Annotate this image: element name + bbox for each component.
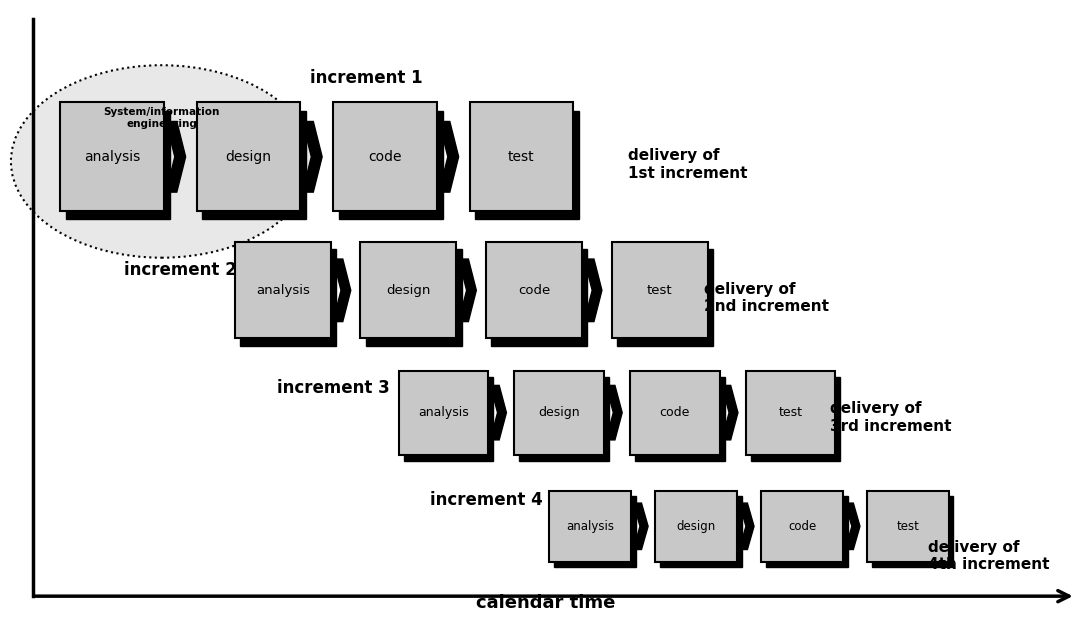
Text: delivery of
2nd increment: delivery of 2nd increment [704,282,829,314]
Text: System/information
engineering: System/information engineering [104,107,219,129]
Bar [404,377,494,461]
Ellipse shape [11,65,312,258]
Text: code: code [660,406,690,419]
Text: increment 4: increment 4 [429,491,543,509]
Bar [751,377,841,461]
Text: design: design [677,520,715,533]
Bar [235,242,331,338]
Text: analysis: analysis [567,520,614,533]
Bar [66,111,169,219]
Bar [520,377,609,461]
Polygon shape [845,503,860,550]
Text: design: design [225,150,272,164]
Polygon shape [333,259,351,322]
Text: delivery of
4th increment: delivery of 4th increment [928,540,1049,572]
Bar [549,491,631,562]
Bar [871,496,953,568]
Text: code: code [788,520,816,533]
Text: delivery of
1st increment: delivery of 1st increment [628,148,747,181]
Bar [60,102,164,211]
Text: test: test [508,150,535,164]
Text: calendar time: calendar time [476,594,616,612]
Bar [612,242,708,338]
Text: delivery of
3rd increment: delivery of 3rd increment [830,401,951,433]
Polygon shape [166,122,186,192]
Bar [491,250,587,346]
Bar [617,250,713,346]
Bar [399,371,488,455]
Bar [630,371,720,455]
Text: analysis: analysis [84,150,140,164]
Text: analysis: analysis [418,406,468,419]
Polygon shape [439,122,459,192]
Polygon shape [739,503,753,550]
Bar [366,250,462,346]
Bar [655,491,737,562]
Text: increment 1: increment 1 [309,69,423,86]
Bar [202,111,306,219]
Bar [197,102,300,211]
Bar [360,242,456,338]
Text: design: design [538,406,580,419]
Polygon shape [606,386,622,440]
Polygon shape [633,503,648,550]
Bar [746,371,835,455]
Text: analysis: analysis [256,284,310,297]
Polygon shape [722,386,738,440]
Text: code: code [518,284,550,297]
Text: increment 3: increment 3 [276,379,390,397]
Bar [761,491,843,562]
Bar [486,242,582,338]
Bar [636,377,725,461]
Bar [339,111,442,219]
Text: design: design [387,284,430,297]
Polygon shape [459,259,476,322]
Polygon shape [490,386,507,440]
Text: test: test [646,284,673,297]
Polygon shape [584,259,602,322]
Bar [867,491,949,562]
Text: test: test [897,520,919,533]
Bar [554,496,636,568]
Bar [470,102,573,211]
Bar [240,250,336,346]
Bar [475,111,579,219]
Bar [660,496,741,568]
Bar [514,371,604,455]
Text: code: code [368,150,402,164]
Bar [333,102,437,211]
Text: test: test [779,406,803,419]
Bar [765,496,847,568]
Polygon shape [302,122,322,192]
Text: increment 2: increment 2 [123,261,237,279]
